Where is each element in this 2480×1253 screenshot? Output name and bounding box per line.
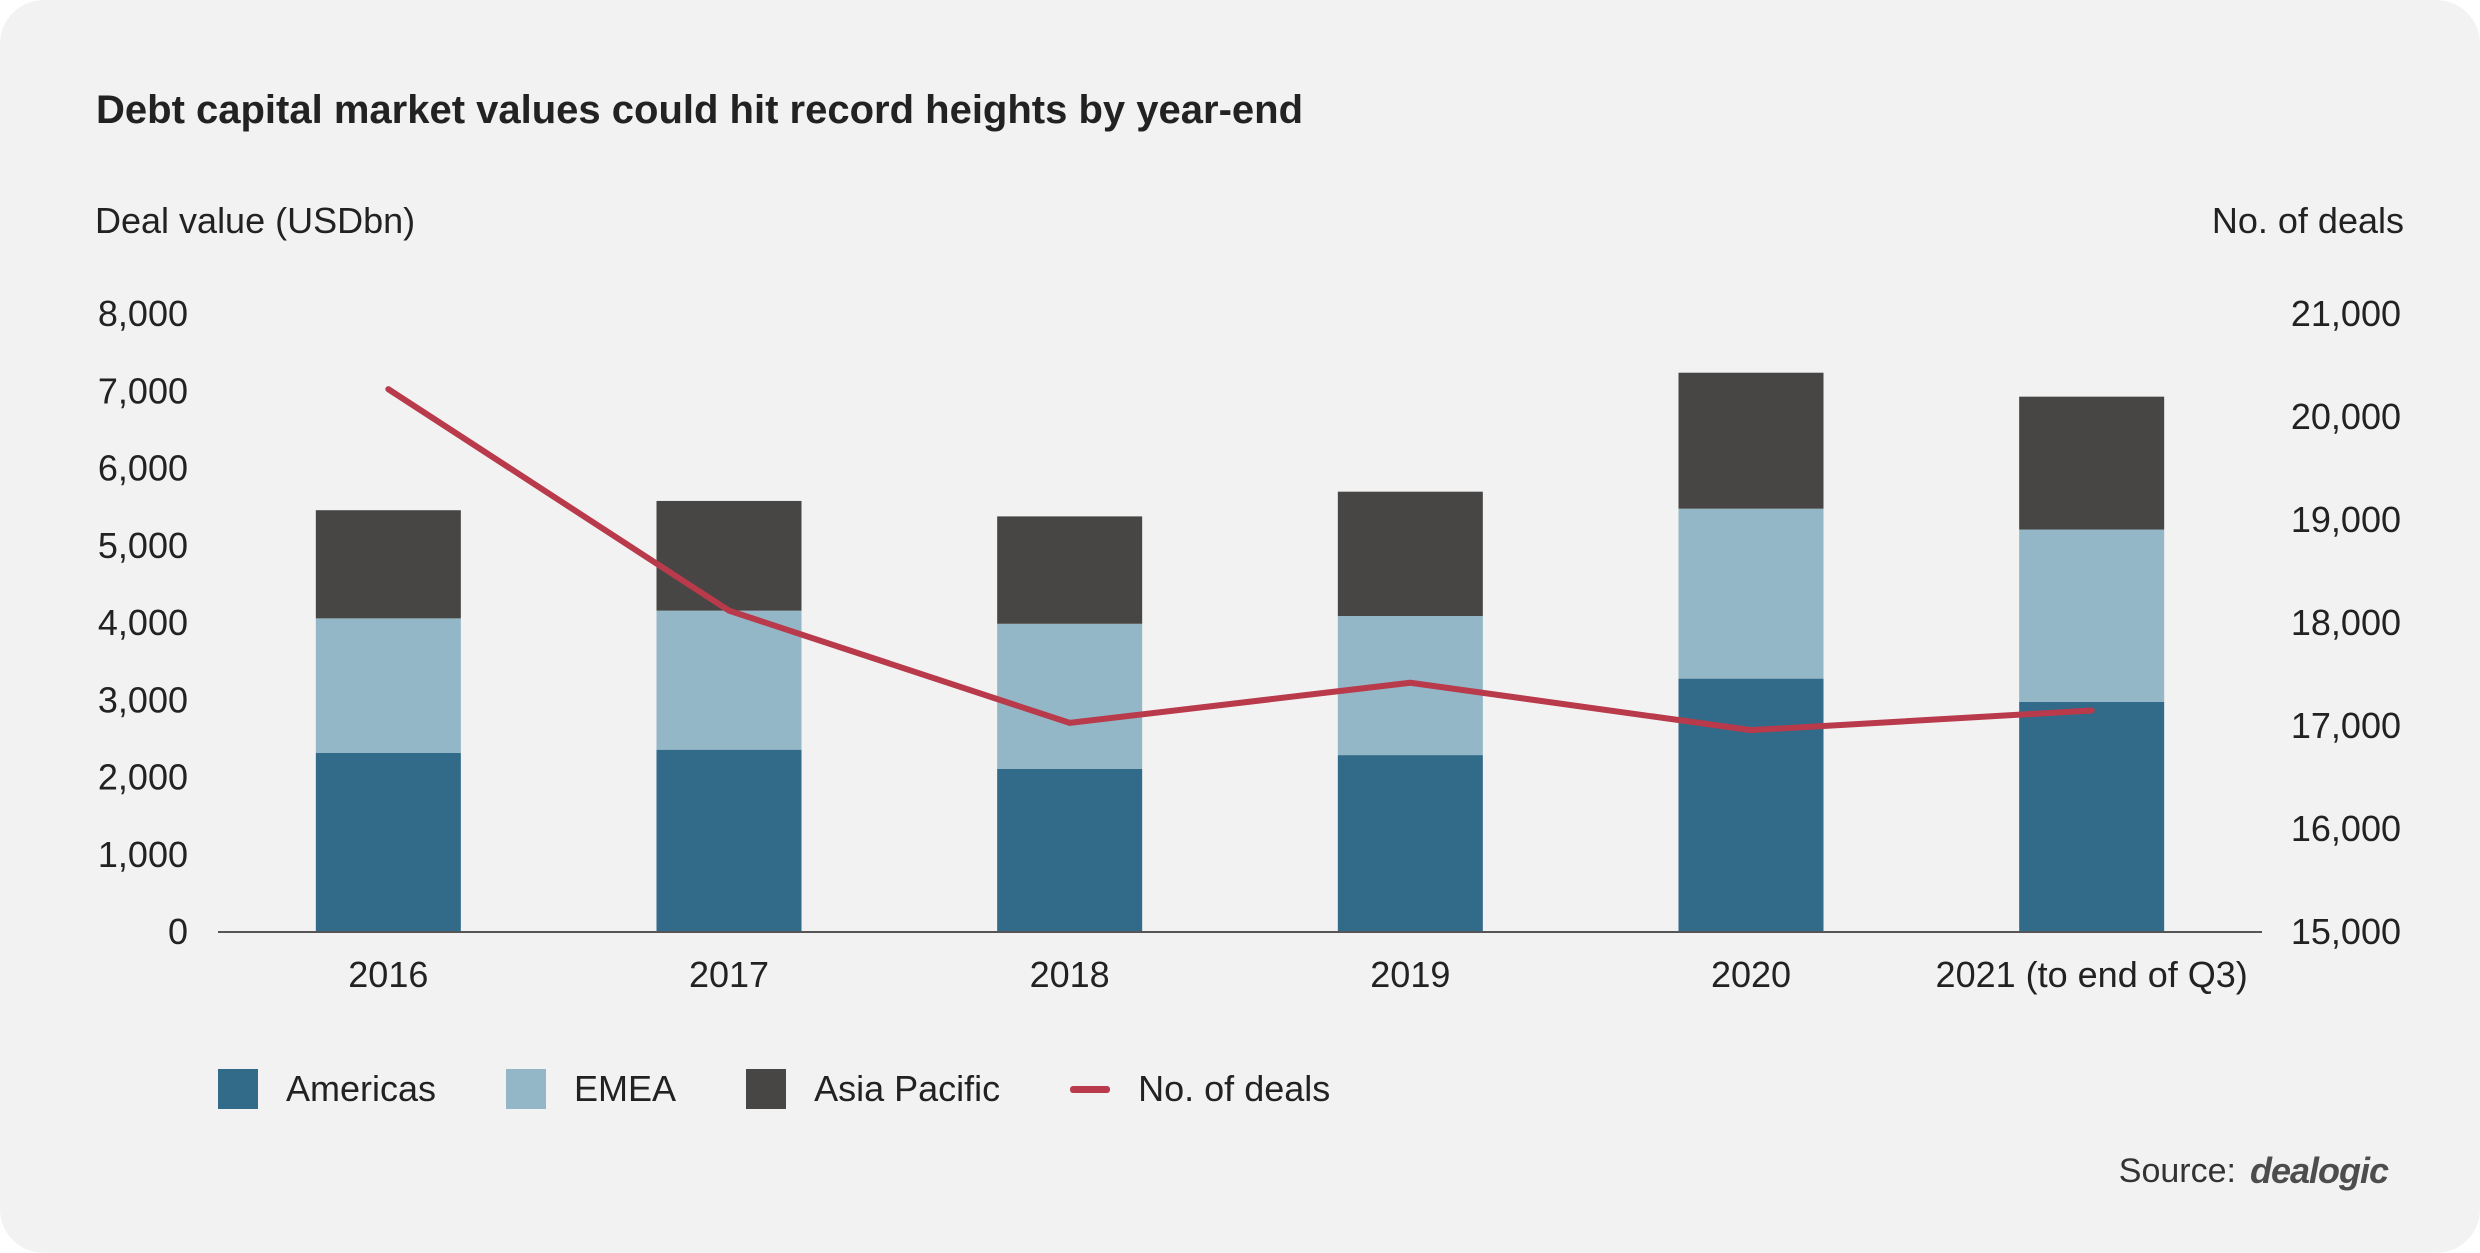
legend-item: Asia Pacific [746, 1068, 1000, 1110]
legend-swatch [218, 1069, 258, 1109]
x-tick-label: 2016 [348, 954, 428, 995]
legend-label: No. of deals [1138, 1068, 1331, 1109]
y-tick-label: 3,000 [98, 679, 188, 720]
y2-axis-title: No. of deals [2211, 200, 2404, 241]
y-tick-label: 8,000 [98, 293, 188, 334]
bar-emea [997, 623, 1143, 770]
y2-tick-label: 16,000 [2291, 808, 2401, 849]
bar-americas [2019, 701, 2165, 932]
y-tick-label: 4,000 [98, 602, 188, 643]
y2-tick-label: 17,000 [2291, 705, 2401, 746]
y-tick-label: 1,000 [98, 834, 188, 875]
legend-item: EMEA [506, 1068, 676, 1110]
legend-item: No. of deals [1070, 1068, 1330, 1110]
x-tick-label: 2018 [1030, 954, 1110, 995]
bar-asia-pacific [1678, 372, 1824, 509]
legend-label: Asia Pacific [814, 1068, 1001, 1109]
y-axis-title: Deal value (USDbn) [95, 200, 416, 241]
y2-tick-label: 18,000 [2291, 602, 2401, 643]
bar-americas [1337, 755, 1483, 932]
bar-emea [1678, 508, 1824, 679]
deals-line [385, 386, 2095, 734]
source-logo: dealogic [2249, 1150, 2389, 1191]
legend-line-marker [1070, 1085, 1111, 1093]
bar-americas [1678, 678, 1824, 932]
y2-tick-label: 20,000 [2291, 396, 2401, 437]
y2-tick-label: 19,000 [2291, 499, 2401, 540]
y-tick-label: 0 [168, 911, 188, 952]
legend: Americas EMEA Asia Pacific No. of deals [218, 1068, 1400, 1110]
legend-item: Americas [218, 1068, 436, 1110]
x-tick-label: 2020 [1711, 954, 1791, 995]
legend-label: EMEA [574, 1068, 677, 1109]
y-tick-label: 5,000 [98, 525, 188, 566]
bar-emea [2019, 529, 2165, 702]
y2-tick-label: 15,000 [2291, 911, 2401, 952]
source: Source: dealogic [2118, 1150, 2389, 1192]
bar-americas [656, 749, 802, 932]
bar-asia-pacific [2019, 396, 2165, 530]
bar-americas [315, 752, 461, 932]
y-tick-label: 7,000 [98, 370, 188, 411]
x-tick-label: 2019 [1370, 954, 1450, 995]
legend-swatch [506, 1069, 547, 1109]
bar-emea [315, 618, 461, 753]
x-tick-label: 2021 (to end of Q3) [1936, 954, 2248, 995]
bar-asia-pacific [997, 516, 1143, 624]
y2-tick-label: 21,000 [2291, 293, 2401, 334]
bar-asia-pacific [315, 510, 461, 619]
bar-asia-pacific [1337, 491, 1483, 617]
y-tick-label: 2,000 [98, 757, 188, 798]
bar-emea [656, 610, 802, 750]
x-tick-label: 2017 [689, 954, 769, 995]
legend-swatch [746, 1069, 787, 1109]
bar-americas [997, 769, 1143, 932]
source-label: Source: [2118, 1151, 2236, 1190]
chart-title: Debt capital market values could hit rec… [96, 88, 1304, 132]
legend-label: Americas [286, 1068, 437, 1109]
y-tick-label: 6,000 [98, 448, 188, 489]
bar-asia-pacific [656, 500, 802, 611]
